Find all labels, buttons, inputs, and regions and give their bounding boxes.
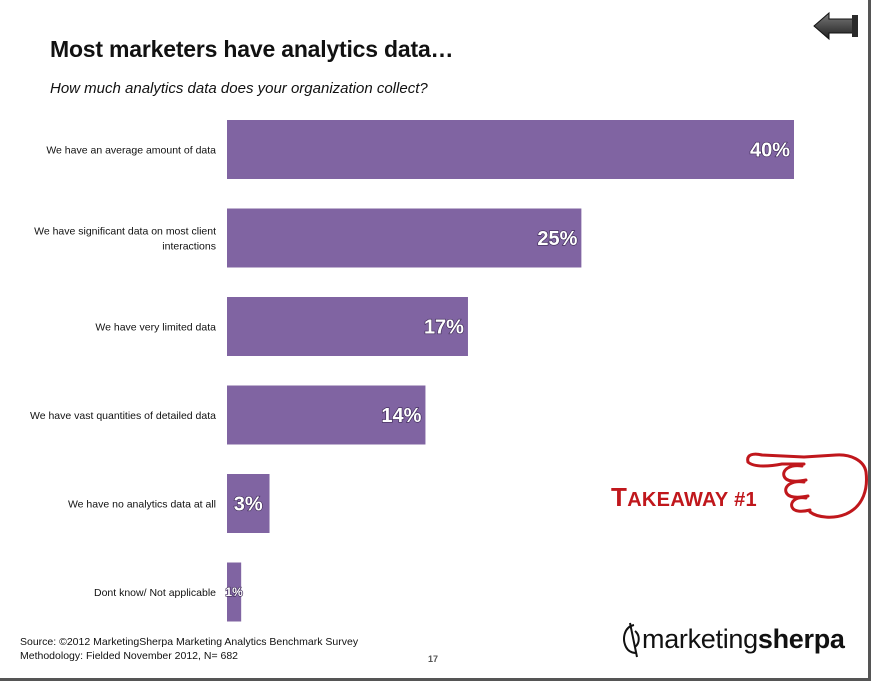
logo-mark-icon	[623, 622, 640, 658]
category-label-1-line-0: We have significant data on most client	[34, 226, 216, 238]
bar-2	[227, 297, 468, 356]
value-label-4: 3%	[234, 494, 263, 516]
category-label-2: We have very limited data	[95, 322, 216, 334]
slide-frame-bottom	[0, 678, 871, 681]
value-label-5: 1%	[225, 585, 243, 599]
category-label-4: We have no analytics data at all	[68, 499, 216, 511]
value-label-0: 40%	[750, 140, 790, 162]
category-label-5: Dont know/ Not applicable	[94, 587, 216, 599]
page-number: 17	[428, 654, 439, 664]
takeaway-rest: AKEAWAY #1	[627, 489, 757, 511]
page-title: Most marketers have analytics data…	[50, 36, 454, 62]
value-label-1: 25%	[537, 228, 577, 250]
marketingsherpa-logo: marketingsherpa	[620, 617, 845, 661]
bar-4	[227, 474, 270, 533]
value-label-2: 17%	[424, 317, 464, 339]
bar-0	[227, 120, 794, 179]
category-label-1-line-1: interactions	[162, 241, 216, 253]
category-label-3: We have vast quantities of detailed data	[30, 410, 216, 422]
takeaway-label: TAKEAWAY #1	[611, 482, 757, 513]
page-subtitle: How much analytics data does your organi…	[50, 80, 428, 97]
bar-1	[227, 208, 582, 268]
takeaway-first-letter: T	[611, 482, 628, 512]
source-line: Source: ©2012 MarketingSherpa Marketing …	[20, 636, 359, 648]
category-label-0: We have an average amount of data	[46, 145, 216, 157]
slide-frame-right	[868, 0, 871, 681]
logo-text-marketing: marketing	[642, 623, 758, 654]
back-button[interactable]	[812, 10, 860, 42]
value-label-3: 14%	[381, 405, 421, 427]
back-arrow-icon	[813, 11, 858, 41]
source-note: Source: ©2012 MarketingSherpa Marketing …	[20, 635, 358, 663]
pointing-hand-icon	[742, 452, 870, 522]
bar-5	[227, 562, 242, 622]
methodology-line: Methodology: Fielded November 2012, N= 6…	[20, 650, 239, 662]
bar-3	[227, 385, 426, 445]
logo-text-sherpa: sherpa	[757, 623, 845, 654]
